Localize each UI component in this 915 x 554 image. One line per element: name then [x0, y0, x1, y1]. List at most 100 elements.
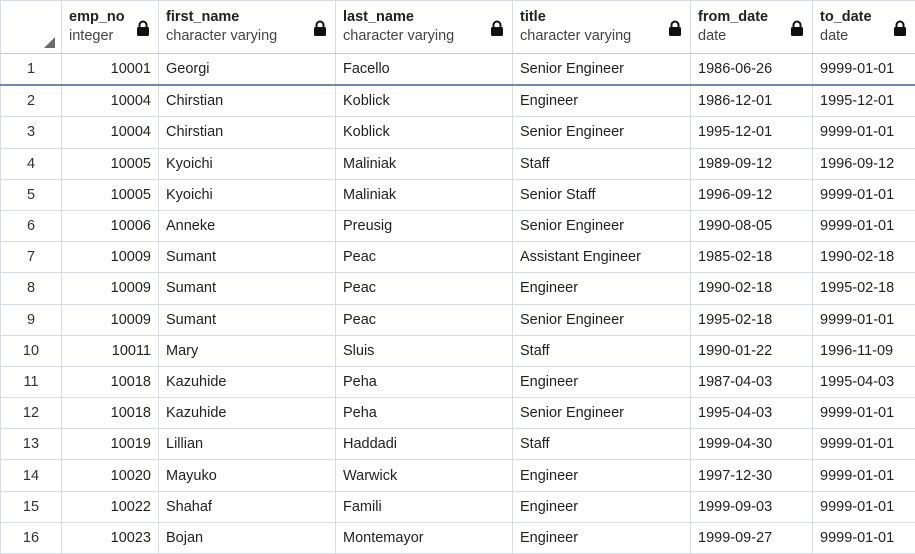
cell-last-name[interactable]: Facello	[336, 54, 513, 86]
cell-to-date[interactable]: 1995-04-03	[813, 366, 915, 397]
cell-from-date[interactable]: 1995-12-01	[691, 117, 813, 148]
cell-from-date[interactable]: 1999-04-30	[691, 429, 813, 460]
cell-from-date[interactable]: 1990-02-18	[691, 273, 813, 304]
cell-first-name[interactable]: Lillian	[159, 429, 336, 460]
cell-last-name[interactable]: Koblick	[336, 85, 513, 117]
cell-last-name[interactable]: Preusig	[336, 210, 513, 241]
cell-title[interactable]: Engineer	[513, 85, 691, 117]
cell-to-date[interactable]: 1995-12-01	[813, 85, 915, 117]
cell-last-name[interactable]: Koblick	[336, 117, 513, 148]
cell-first-name[interactable]: Georgi	[159, 54, 336, 86]
cell-title[interactable]: Staff	[513, 429, 691, 460]
row-number[interactable]: 8	[1, 273, 62, 304]
cell-to-date[interactable]: 1996-09-12	[813, 148, 915, 179]
cell-emp-no[interactable]: 10018	[62, 366, 159, 397]
cell-emp-no[interactable]: 10001	[62, 54, 159, 86]
cell-to-date[interactable]: 9999-01-01	[813, 398, 915, 429]
cell-first-name[interactable]: Mayuko	[159, 460, 336, 491]
cell-to-date[interactable]: 1995-02-18	[813, 273, 915, 304]
row-number[interactable]: 2	[1, 85, 62, 117]
row-number[interactable]: 4	[1, 148, 62, 179]
select-all-corner[interactable]	[1, 1, 62, 54]
row-number[interactable]: 11	[1, 366, 62, 397]
cell-to-date[interactable]: 9999-01-01	[813, 117, 915, 148]
cell-to-date[interactable]: 9999-01-01	[813, 210, 915, 241]
cell-title[interactable]: Senior Engineer	[513, 304, 691, 335]
cell-first-name[interactable]: Mary	[159, 335, 336, 366]
cell-emp-no[interactable]: 10019	[62, 429, 159, 460]
cell-last-name[interactable]: Peac	[336, 273, 513, 304]
cell-from-date[interactable]: 1996-09-12	[691, 179, 813, 210]
column-header-last-name[interactable]: last_name character varying	[336, 1, 513, 54]
cell-from-date[interactable]: 1997-12-30	[691, 460, 813, 491]
cell-first-name[interactable]: Kyoichi	[159, 148, 336, 179]
cell-from-date[interactable]: 1990-08-05	[691, 210, 813, 241]
row-number[interactable]: 7	[1, 242, 62, 273]
cell-to-date[interactable]: 9999-01-01	[813, 460, 915, 491]
cell-emp-no[interactable]: 10023	[62, 522, 159, 553]
cell-last-name[interactable]: Famili	[336, 491, 513, 522]
cell-to-date[interactable]: 9999-01-01	[813, 54, 915, 86]
cell-to-date[interactable]: 9999-01-01	[813, 491, 915, 522]
column-header-from-date[interactable]: from_date date	[691, 1, 813, 54]
cell-title[interactable]: Senior Engineer	[513, 117, 691, 148]
cell-title[interactable]: Senior Engineer	[513, 210, 691, 241]
cell-title[interactable]: Staff	[513, 335, 691, 366]
cell-first-name[interactable]: Shahaf	[159, 491, 336, 522]
cell-emp-no[interactable]: 10022	[62, 491, 159, 522]
cell-last-name[interactable]: Peha	[336, 398, 513, 429]
cell-emp-no[interactable]: 10005	[62, 148, 159, 179]
cell-first-name[interactable]: Chirstian	[159, 85, 336, 117]
cell-emp-no[interactable]: 10009	[62, 273, 159, 304]
cell-title[interactable]: Senior Engineer	[513, 54, 691, 86]
cell-from-date[interactable]: 1986-12-01	[691, 85, 813, 117]
row-number[interactable]: 3	[1, 117, 62, 148]
cell-last-name[interactable]: Peac	[336, 242, 513, 273]
cell-to-date[interactable]: 9999-01-01	[813, 429, 915, 460]
cell-from-date[interactable]: 1985-02-18	[691, 242, 813, 273]
row-number[interactable]: 6	[1, 210, 62, 241]
cell-emp-no[interactable]: 10009	[62, 304, 159, 335]
row-number[interactable]: 5	[1, 179, 62, 210]
cell-first-name[interactable]: Anneke	[159, 210, 336, 241]
cell-title[interactable]: Engineer	[513, 522, 691, 553]
cell-title[interactable]: Assistant Engineer	[513, 242, 691, 273]
cell-emp-no[interactable]: 10018	[62, 398, 159, 429]
cell-first-name[interactable]: Bojan	[159, 522, 336, 553]
cell-to-date[interactable]: 1996-11-09	[813, 335, 915, 366]
cell-from-date[interactable]: 1987-04-03	[691, 366, 813, 397]
cell-first-name[interactable]: Kazuhide	[159, 398, 336, 429]
cell-last-name[interactable]: Peha	[336, 366, 513, 397]
row-number[interactable]: 13	[1, 429, 62, 460]
cell-from-date[interactable]: 1995-04-03	[691, 398, 813, 429]
cell-last-name[interactable]: Peac	[336, 304, 513, 335]
cell-last-name[interactable]: Sluis	[336, 335, 513, 366]
cell-emp-no[interactable]: 10004	[62, 85, 159, 117]
cell-emp-no[interactable]: 10006	[62, 210, 159, 241]
cell-title[interactable]: Senior Engineer	[513, 398, 691, 429]
cell-to-date[interactable]: 1990-02-18	[813, 242, 915, 273]
cell-title[interactable]: Engineer	[513, 366, 691, 397]
cell-from-date[interactable]: 1990-01-22	[691, 335, 813, 366]
cell-first-name[interactable]: Kazuhide	[159, 366, 336, 397]
cell-title[interactable]: Engineer	[513, 460, 691, 491]
cell-title[interactable]: Engineer	[513, 273, 691, 304]
cell-emp-no[interactable]: 10005	[62, 179, 159, 210]
cell-from-date[interactable]: 1986-06-26	[691, 54, 813, 86]
cell-first-name[interactable]: Chirstian	[159, 117, 336, 148]
cell-last-name[interactable]: Maliniak	[336, 148, 513, 179]
row-number[interactable]: 10	[1, 335, 62, 366]
